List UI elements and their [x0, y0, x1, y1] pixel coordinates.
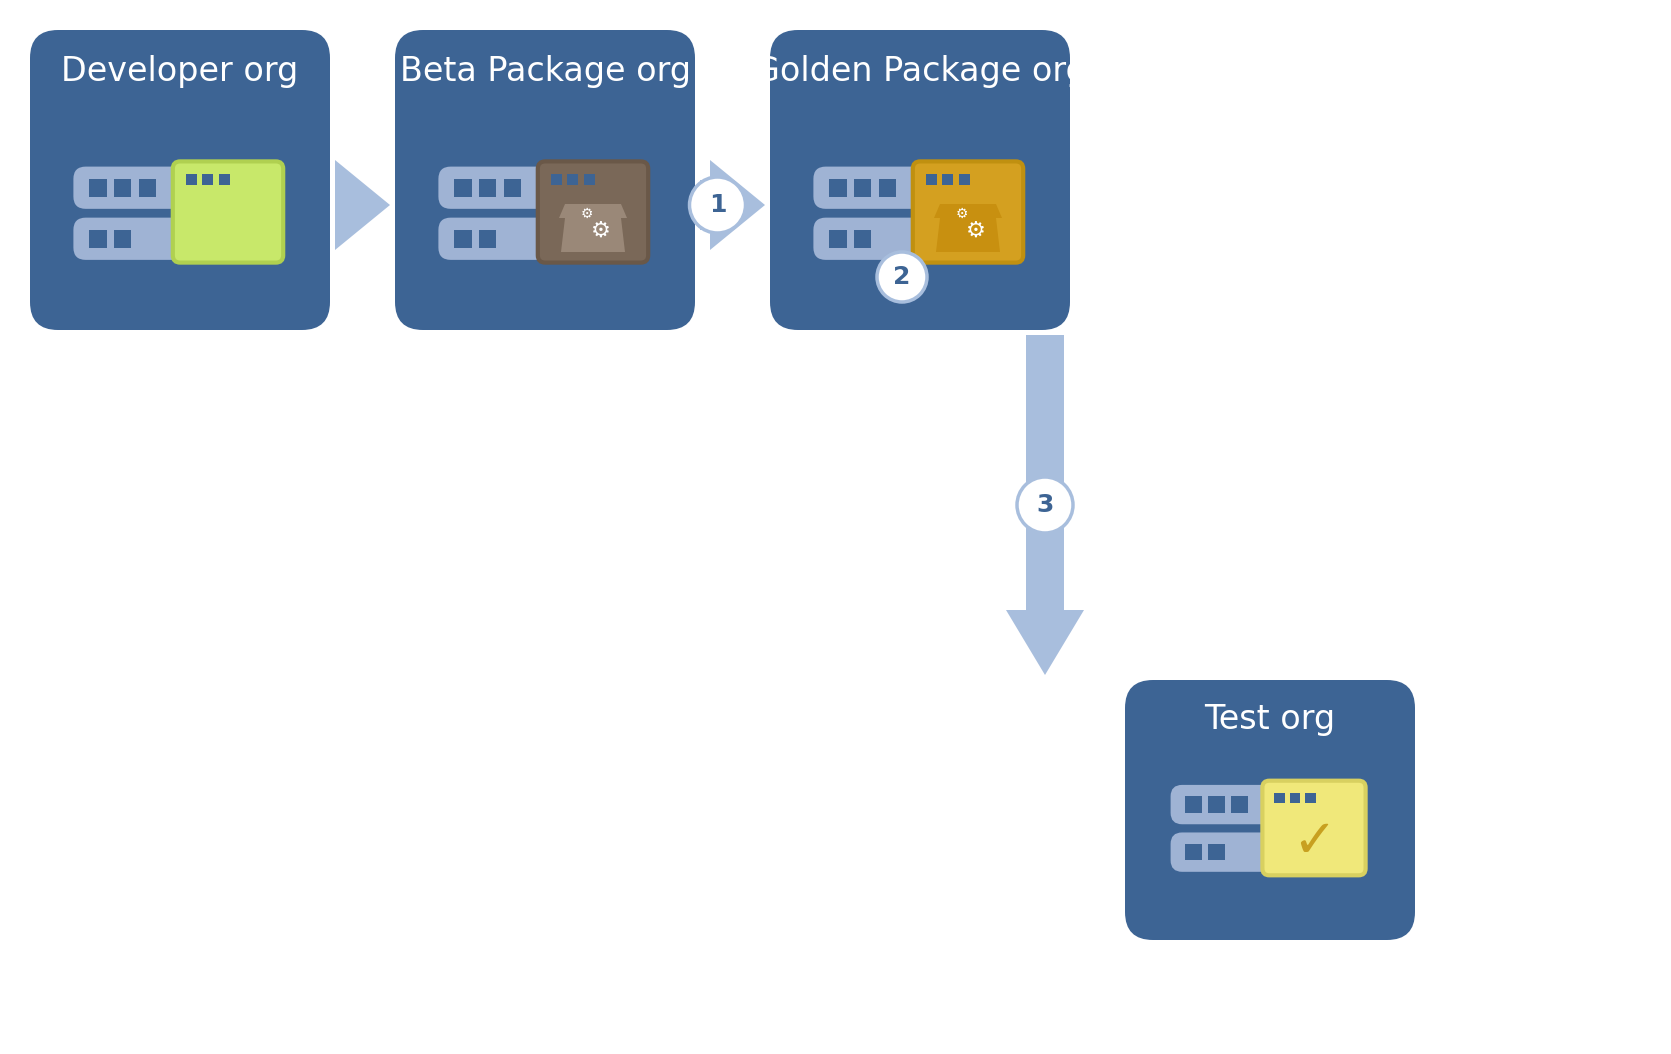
Bar	[89, 230, 107, 248]
Circle shape	[690, 177, 745, 233]
Text: ⚙: ⚙	[966, 221, 986, 241]
Text: 2: 2	[894, 265, 911, 289]
Bar	[942, 174, 952, 186]
Bar	[1185, 844, 1201, 860]
Circle shape	[1018, 477, 1073, 533]
Bar	[480, 179, 496, 196]
Bar	[503, 179, 521, 196]
Bar	[854, 230, 872, 248]
FancyBboxPatch shape	[1171, 833, 1285, 872]
Bar	[1208, 797, 1225, 813]
Text: Test org: Test org	[1205, 703, 1335, 737]
FancyBboxPatch shape	[438, 217, 561, 260]
Polygon shape	[936, 218, 999, 252]
Circle shape	[877, 252, 927, 302]
FancyBboxPatch shape	[30, 30, 329, 330]
Bar	[114, 230, 132, 248]
FancyBboxPatch shape	[172, 161, 282, 262]
FancyBboxPatch shape	[1125, 680, 1415, 940]
Bar	[829, 230, 847, 248]
Bar	[551, 174, 561, 186]
Polygon shape	[560, 204, 627, 218]
Bar	[829, 179, 847, 196]
Text: Golden Package org: Golden Package org	[754, 56, 1086, 89]
Bar	[480, 230, 496, 248]
FancyBboxPatch shape	[394, 30, 695, 330]
Text: Beta Package org: Beta Package org	[399, 56, 690, 89]
Bar	[455, 230, 471, 248]
Text: ✓: ✓	[1292, 816, 1337, 868]
FancyBboxPatch shape	[912, 161, 1023, 262]
Bar	[926, 174, 937, 186]
Bar	[114, 179, 132, 196]
Polygon shape	[700, 160, 765, 250]
FancyBboxPatch shape	[814, 167, 937, 209]
FancyBboxPatch shape	[1262, 781, 1365, 875]
Bar	[455, 179, 471, 196]
Polygon shape	[934, 204, 1003, 218]
Bar	[959, 174, 969, 186]
Bar	[1275, 793, 1285, 803]
Bar	[1185, 797, 1201, 813]
Text: Developer org: Developer org	[62, 56, 299, 89]
FancyBboxPatch shape	[814, 217, 937, 260]
Text: </>: </>	[196, 211, 261, 245]
Polygon shape	[561, 218, 625, 252]
FancyBboxPatch shape	[438, 167, 561, 209]
Text: 3: 3	[1036, 493, 1054, 518]
Text: ⚙: ⚙	[592, 221, 612, 241]
Polygon shape	[334, 160, 389, 250]
Bar	[202, 174, 214, 186]
Bar	[219, 174, 231, 186]
FancyBboxPatch shape	[538, 161, 648, 262]
Bar	[879, 179, 896, 196]
Bar	[583, 174, 595, 186]
Bar	[1232, 797, 1248, 813]
Text: ⚙: ⚙	[956, 207, 968, 221]
Bar	[139, 179, 155, 196]
Bar	[1208, 844, 1225, 860]
Bar	[1290, 793, 1300, 803]
Text: 1: 1	[709, 193, 727, 217]
FancyBboxPatch shape	[1171, 785, 1285, 824]
FancyBboxPatch shape	[74, 217, 197, 260]
Bar	[1305, 793, 1315, 803]
Bar	[854, 179, 872, 196]
Bar	[566, 174, 578, 186]
Bar	[185, 174, 197, 186]
Text: ⚙: ⚙	[582, 207, 593, 221]
Polygon shape	[1006, 335, 1084, 675]
FancyBboxPatch shape	[74, 167, 197, 209]
Bar	[89, 179, 107, 196]
FancyBboxPatch shape	[770, 30, 1069, 330]
